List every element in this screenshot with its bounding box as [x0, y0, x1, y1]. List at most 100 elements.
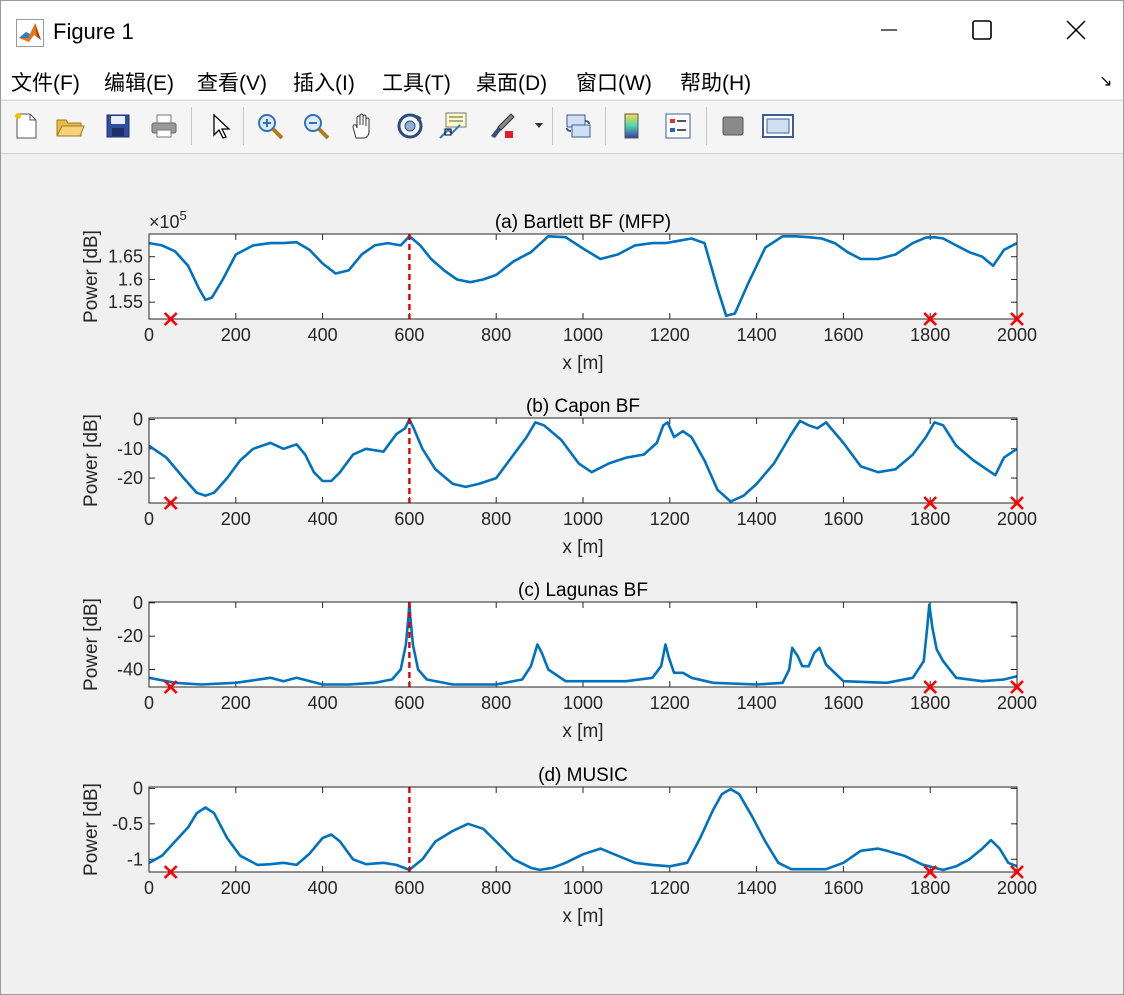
x-tick-label: 1800 [910, 325, 950, 345]
print-icon[interactable] [147, 109, 181, 143]
x-tick-label: 400 [308, 693, 338, 713]
pan-icon[interactable] [346, 109, 380, 143]
menu-view[interactable]: 查看(V) [197, 72, 267, 95]
y-axis-label: Power [dB] [81, 414, 102, 507]
minimize-icon [881, 29, 897, 31]
x-tick-label: 400 [308, 878, 338, 898]
x-tick-label: 0 [144, 693, 154, 713]
plot-area [149, 418, 1017, 503]
close-button[interactable] [1053, 9, 1099, 51]
sensor-marker [163, 312, 178, 326]
axes-box [148, 417, 1018, 504]
sensor-marker-stroke [1010, 680, 1024, 694]
sensor-marker-stroke [1010, 312, 1024, 326]
minimize-button[interactable] [866, 9, 912, 51]
sensor-marker [923, 496, 938, 510]
toolbar-separator [605, 107, 606, 145]
y-tick-label: -0.5 [112, 814, 143, 834]
axes-box [148, 601, 1018, 688]
open-icon[interactable] [53, 109, 87, 143]
power-series-line [149, 787, 1017, 872]
pointer-icon[interactable] [203, 109, 237, 143]
sensor-marker-stroke [163, 496, 178, 510]
data-cursor-icon[interactable] [437, 109, 471, 143]
x-tick-label: 800 [481, 509, 511, 529]
y-tick-label: -20 [117, 626, 143, 646]
y-axis-label: Power [dB] [81, 230, 102, 323]
dock-arrow-icon[interactable]: ↘ [1099, 73, 1113, 90]
chart-title: (d) MUSIC [538, 765, 628, 786]
sensor-marker [163, 680, 178, 694]
axes-box [148, 786, 1018, 873]
x-tick-label: 2000 [997, 325, 1037, 345]
power-series-line [149, 235, 1017, 318]
plot-area [149, 787, 1017, 872]
x-tick-label: 1000 [563, 325, 603, 345]
x-tick-label: 200 [221, 325, 251, 345]
toolbar-separator [243, 107, 244, 145]
menu-tools[interactable]: 工具(T) [382, 72, 451, 95]
colorbar-icon[interactable] [615, 109, 649, 143]
y-tick-label: 0 [133, 778, 143, 798]
maximize-button[interactable] [959, 9, 1005, 51]
x-tick-label: 0 [144, 509, 154, 529]
menu-desktop[interactable]: 桌面(D) [476, 72, 548, 95]
chart-title: (c) Lagunas BF [518, 580, 648, 601]
title-bar: Figure 1 [1, 1, 1123, 61]
x-tick-label: 1800 [910, 878, 950, 898]
y-axis-label: Power [dB] [81, 783, 102, 876]
x-tick-label: 400 [308, 509, 338, 529]
menu-insert[interactable]: 插入(I) [293, 72, 355, 95]
x-tick-label: 600 [394, 878, 424, 898]
toolbar-separator [552, 107, 553, 145]
new-figure-icon[interactable] [9, 109, 43, 143]
window-title: Figure 1 [53, 19, 134, 44]
figure-canvas: (a) Bartlett BF (MFP) 0 200 400 600 800 1000 12… [1, 153, 1123, 994]
matlab-logo-icon [16, 19, 44, 47]
x-tick-label: 1400 [737, 693, 777, 713]
brush-dropdown-icon[interactable] [531, 109, 547, 143]
sensor-marker [163, 865, 178, 879]
x-tick-label: 1000 [563, 693, 603, 713]
sensor-marker [923, 865, 938, 879]
sensor-marker-stroke [1010, 865, 1024, 879]
x-tick-label: 800 [481, 693, 511, 713]
y-tick-label: 0 [133, 593, 143, 613]
link-plot-icon[interactable] [561, 109, 595, 143]
x-tick-label: 200 [221, 693, 251, 713]
y-tick-label: -10 [117, 439, 143, 459]
x-axis-label: x [m] [562, 537, 603, 558]
y-tick-label: -40 [117, 660, 143, 680]
subplot-2: (b) Capon BF 0 200 400 600 800 1000 1200 1400 160… [81, 396, 1037, 558]
toolbar-separator [191, 107, 192, 145]
subplot-4: (d) MUSIC 0 200 400 600 800 1000 1200 1400 1600 18… [81, 765, 1037, 927]
sensor-marker-stroke [923, 496, 938, 510]
y-tick-label: 1.55 [108, 292, 143, 312]
x-tick-label: 1400 [737, 509, 777, 529]
figure-toolbar [1, 100, 1123, 154]
x-tick-label: 2000 [997, 693, 1037, 713]
menu-window[interactable]: 窗口(W) [576, 72, 652, 95]
legend-icon[interactable] [661, 109, 695, 143]
rotate-3d-icon[interactable] [393, 109, 427, 143]
y-tick-label: 0 [133, 409, 143, 429]
x-tick-label: 1200 [650, 509, 690, 529]
power-series-line [149, 602, 1017, 686]
menu-bar: 文件(F) 编辑(E) 查看(V) 插入(I) 工具(T) 桌面(D) 窗口(W… [1, 61, 1123, 99]
hide-plot-tools-icon[interactable] [716, 109, 750, 143]
axis-exponent-label: ×105 [149, 208, 187, 232]
zoom-in-icon[interactable] [253, 109, 287, 143]
x-tick-label: 1200 [650, 693, 690, 713]
menu-file[interactable]: 文件(F) [11, 72, 80, 95]
y-tick-label: 1.6 [118, 269, 143, 289]
menu-help[interactable]: 帮助(H) [680, 72, 752, 95]
menu-edit[interactable]: 编辑(E) [104, 72, 174, 95]
x-tick-label: 1200 [650, 878, 690, 898]
save-icon[interactable] [101, 109, 135, 143]
brush-icon[interactable] [485, 109, 519, 143]
zoom-out-icon[interactable] [299, 109, 333, 143]
show-plot-tools-icon[interactable] [761, 109, 795, 143]
x-tick-label: 1200 [650, 325, 690, 345]
x-tick-label: 1600 [823, 325, 863, 345]
